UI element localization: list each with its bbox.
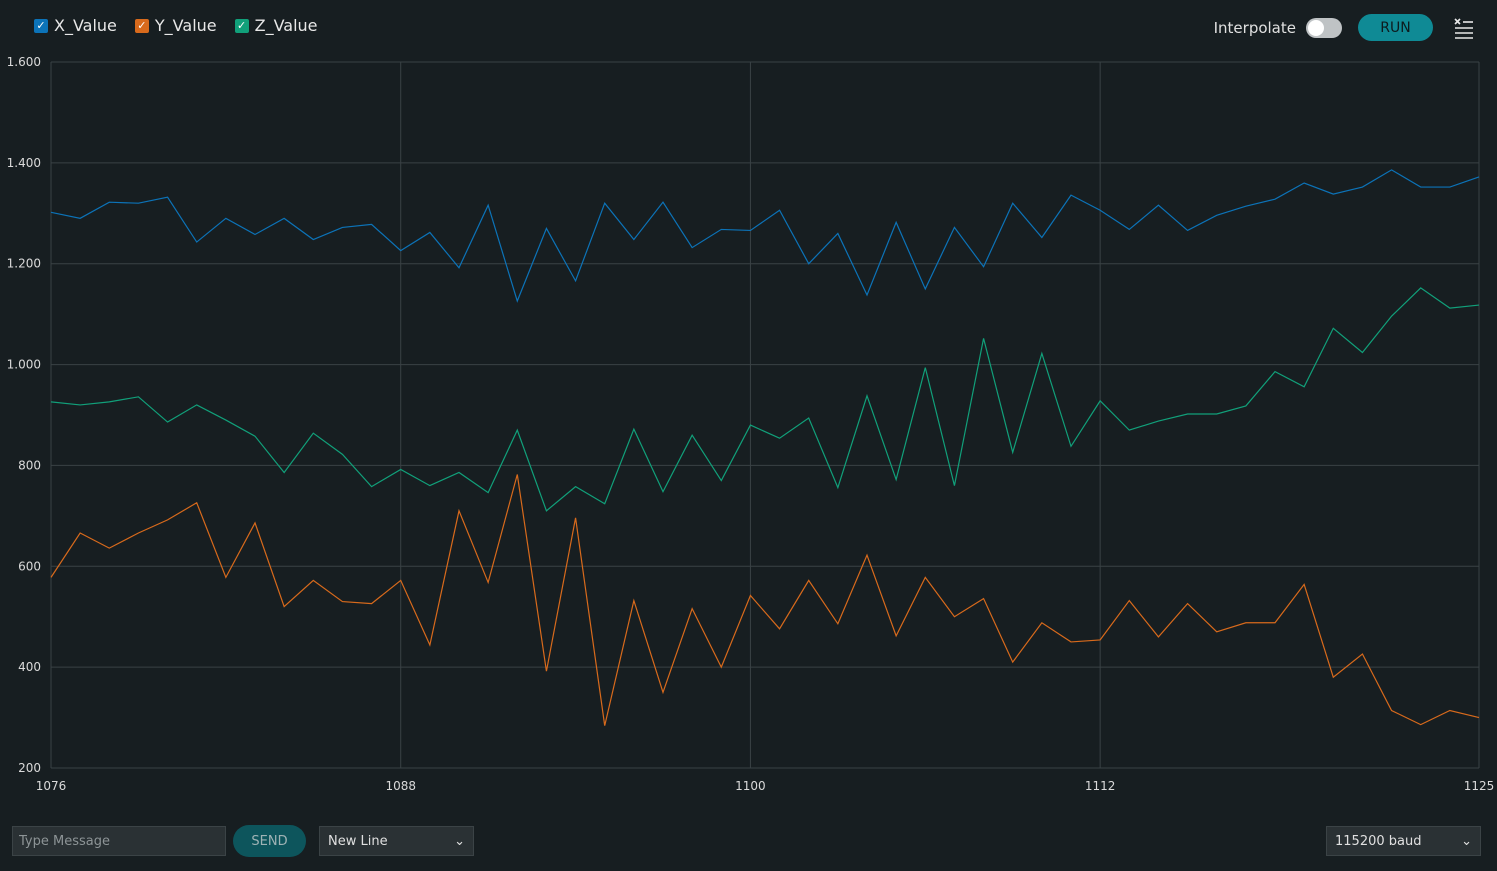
legend-label-y: Y_Value [154,16,217,35]
x-tick-label: 1100 [735,779,766,793]
y-tick-label: 400 [18,660,41,674]
series-line-x-value [50,169,1480,303]
series-line-y-value [50,474,1480,726]
x-tick-label: 1125 [1464,779,1495,793]
baud-rate-select[interactable]: 115200 baud ⌄ [1326,826,1481,856]
message-input[interactable] [12,826,226,856]
x-tick-label: 1088 [385,779,416,793]
grid [50,61,1480,769]
y-axis: 1.600 1.400 1.200 1.000 800 600 400 200 [7,55,41,775]
y-tick-label: 600 [18,559,41,573]
clear-list-icon[interactable] [1453,17,1475,39]
interpolate-toggle[interactable] [1306,17,1342,38]
x-tick-label: 1076 [36,779,67,793]
chevron-down-icon: ⌄ [454,833,465,849]
legend-label-z: Z_Value [254,16,318,35]
checkbox-y[interactable]: ✓ [134,18,149,33]
y-tick-label: 1.400 [7,156,41,170]
interpolate-label: Interpolate [1213,18,1296,37]
series-lines [50,169,1480,726]
series-line-z-value [50,287,1480,512]
y-tick-label: 1.200 [7,257,41,271]
y-tick-label: 200 [18,761,41,775]
legend-label-x: X_Value [54,16,117,35]
send-button[interactable]: SEND [233,825,306,857]
y-tick-label: 800 [18,458,41,472]
top-controls: Interpolate RUN [1214,14,1475,41]
message-bar: SEND New Line ⌄ [12,825,474,857]
chevron-down-icon: ⌄ [1461,833,1472,849]
checkbox-z[interactable]: ✓ [234,18,249,33]
legend-item-z[interactable]: ✓ Z_Value [234,16,318,35]
legend-item-x[interactable]: ✓ X_Value [34,16,117,35]
x-tick-label: 1112 [1085,779,1116,793]
y-tick-label: 1.600 [7,55,41,69]
y-tick-label: 1.000 [7,358,41,372]
x-axis: 1076 1088 1100 1112 1125 [36,779,1495,793]
checkbox-x[interactable]: ✓ [34,18,48,33]
run-button[interactable]: RUN [1358,14,1433,41]
plot-area: 1.600 1.400 1.200 1.000 800 600 400 200 1076 108… [7,55,1495,793]
toggle-knob [1308,19,1324,36]
line-ending-select[interactable]: New Line ⌄ [319,826,474,856]
line-ending-value: New Line [328,833,388,849]
baud-rate-value: 115200 baud [1335,833,1422,849]
legend-item-y[interactable]: ✓ Y_Value [134,16,217,35]
legend: ✓ X_Value ✓ Y_Value ✓ Z_Value [34,16,318,35]
